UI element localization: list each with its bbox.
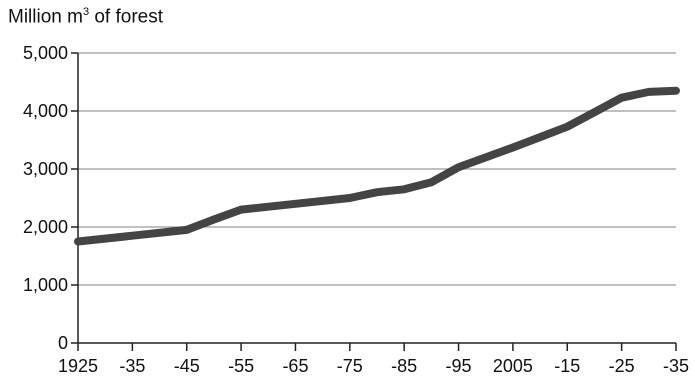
y-axis-label-superscript: 3 [82,6,90,18]
x-tick-label: -85 [391,356,417,376]
x-tick-label: -15 [554,356,580,376]
x-tick-label: -45 [174,356,200,376]
axes [77,53,676,344]
series-group [74,86,680,246]
x-tick-label: -65 [282,356,308,376]
series-line [74,86,680,246]
y-tick-label: 4,000 [23,101,68,121]
x-tick-label: -55 [228,356,254,376]
y-tick-label: 0 [58,333,68,353]
y-tick-label: 2,000 [23,217,68,237]
y-ticks: 0 1,000 2,000 3,000 4,000 5,000 [23,43,78,353]
x-tick-label: -95 [446,356,472,376]
x-tick-label: -75 [337,356,363,376]
y-axis-label: Million m3 of forest [8,6,163,28]
x-tick-label: -25 [609,356,635,376]
x-ticks: 1925 -35 -45 -55 -65 -75 -85 -95 2005 -15 -25 -35 [58,343,689,376]
x-tick-label: -35 [663,356,689,376]
y-tick-label: 5,000 [23,43,68,63]
y-axis-label-main: Million m [8,6,83,28]
x-tick-label: 2005 [493,356,533,376]
y-axis-label-tail: of forest [89,6,163,28]
y-tick-label: 1,000 [23,275,68,295]
y-tick-label: 3,000 [23,159,68,179]
x-tick-label: -35 [119,356,145,376]
x-tick-label: 1925 [58,356,98,376]
grid-lines [78,52,676,286]
